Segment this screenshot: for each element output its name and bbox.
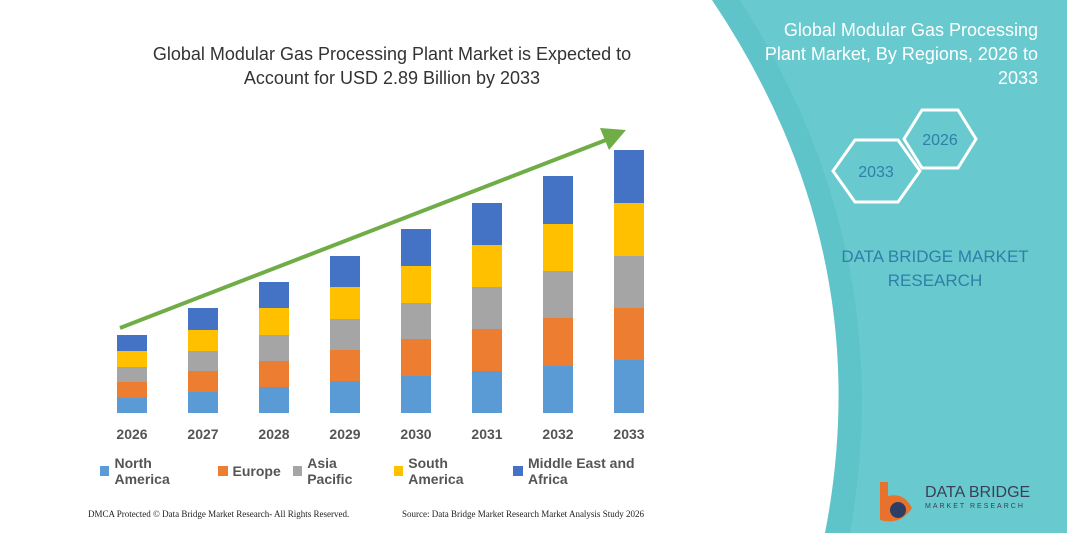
bar-segment [188,351,218,371]
bar-segment [543,224,573,271]
bar-segment [330,350,360,381]
bar-segment [117,351,147,367]
bar-segment [472,287,502,329]
brand: DATA BRIDGE MARKET RESEARCH [841,247,1029,290]
bar-segment [543,318,573,366]
bar-segment [614,308,644,360]
bar-segment [259,335,289,361]
bar-segment [614,150,644,203]
legend-swatch [100,466,110,476]
x-tick-label: 2028 [258,426,289,442]
logo-icon [880,482,912,522]
bar-segment [401,376,431,413]
hex-label: 2026 [922,132,958,149]
legend-label: Asia Pacific [307,455,353,487]
legend-item: North America [100,455,206,487]
side-panel-shade [740,0,1067,533]
legend-item: Asia Pacific [292,455,382,487]
bar-segment [259,308,289,335]
legend-item: Europe [217,455,281,487]
legend-label: Middle East and Africa [527,455,635,487]
legend-item: South America [393,455,502,487]
legend-swatch [393,466,404,476]
hex-label: 2033 [858,164,894,181]
chart-title: Global Modular Gas Processing Plant Mark… [152,44,632,88]
bar-segment [117,382,147,398]
x-tick-label: 2030 [400,426,431,442]
bar-segment [472,329,502,371]
bar-segment [188,392,218,413]
legend: North America Europe Asia Pacific South Ame… [100,455,670,487]
bar-segment [401,266,431,303]
bar-segment [330,381,360,413]
bar-segment [614,256,644,308]
bar-segment [188,371,218,392]
bar-segment [188,308,218,330]
bar-segment [401,229,431,266]
bar-segment [259,387,289,413]
bar-segment [543,366,573,413]
bar-segment [117,398,147,413]
x-tick-label: 2029 [329,426,360,442]
bar-segment [259,361,289,387]
hexagon [902,108,978,170]
legend-swatch [292,466,303,476]
bar-segment [543,176,573,224]
legend-swatch [513,466,523,476]
bar-segment [401,339,431,376]
bar-segment [330,287,360,319]
legend-label: Europe [232,463,281,479]
bar-segment [614,360,644,413]
bar-segment [117,335,147,351]
bar-segment [543,271,573,318]
bar-segment [117,367,147,382]
logo-name: DATA BRIDGE [925,484,1031,501]
bar-segment [614,203,644,256]
x-tick-label: 2031 [471,426,502,442]
bar-segment [401,303,431,339]
legend-label: North America [114,455,170,487]
x-tick-label: 2032 [542,426,573,442]
x-tick-label: 2027 [187,426,218,442]
x-tick-label: 2026 [116,426,147,442]
bar-segment [330,256,360,287]
bar-segment [472,245,502,287]
bar-segment [472,371,502,413]
logo-sub: MARKET RESEARCH [925,503,1025,510]
x-tick-label: 2033 [613,426,644,442]
legend-label: South America [408,455,464,487]
legend-item: Middle East and Africa [513,455,670,487]
legend-swatch [217,466,228,476]
footer-left: DMCA Protected © Data Bridge Market Rese… [88,509,350,519]
trend-arrow [119,128,626,330]
bar-segment [472,203,502,245]
bar-segment [188,330,218,351]
bar-segment [259,282,289,308]
footer-right: Source: Data Bridge Market Research Mark… [402,509,644,519]
bar-segment [330,319,360,350]
hexagon [831,138,922,204]
panel-title: Global Modular Gas Processing Plant Mark… [764,20,1038,88]
